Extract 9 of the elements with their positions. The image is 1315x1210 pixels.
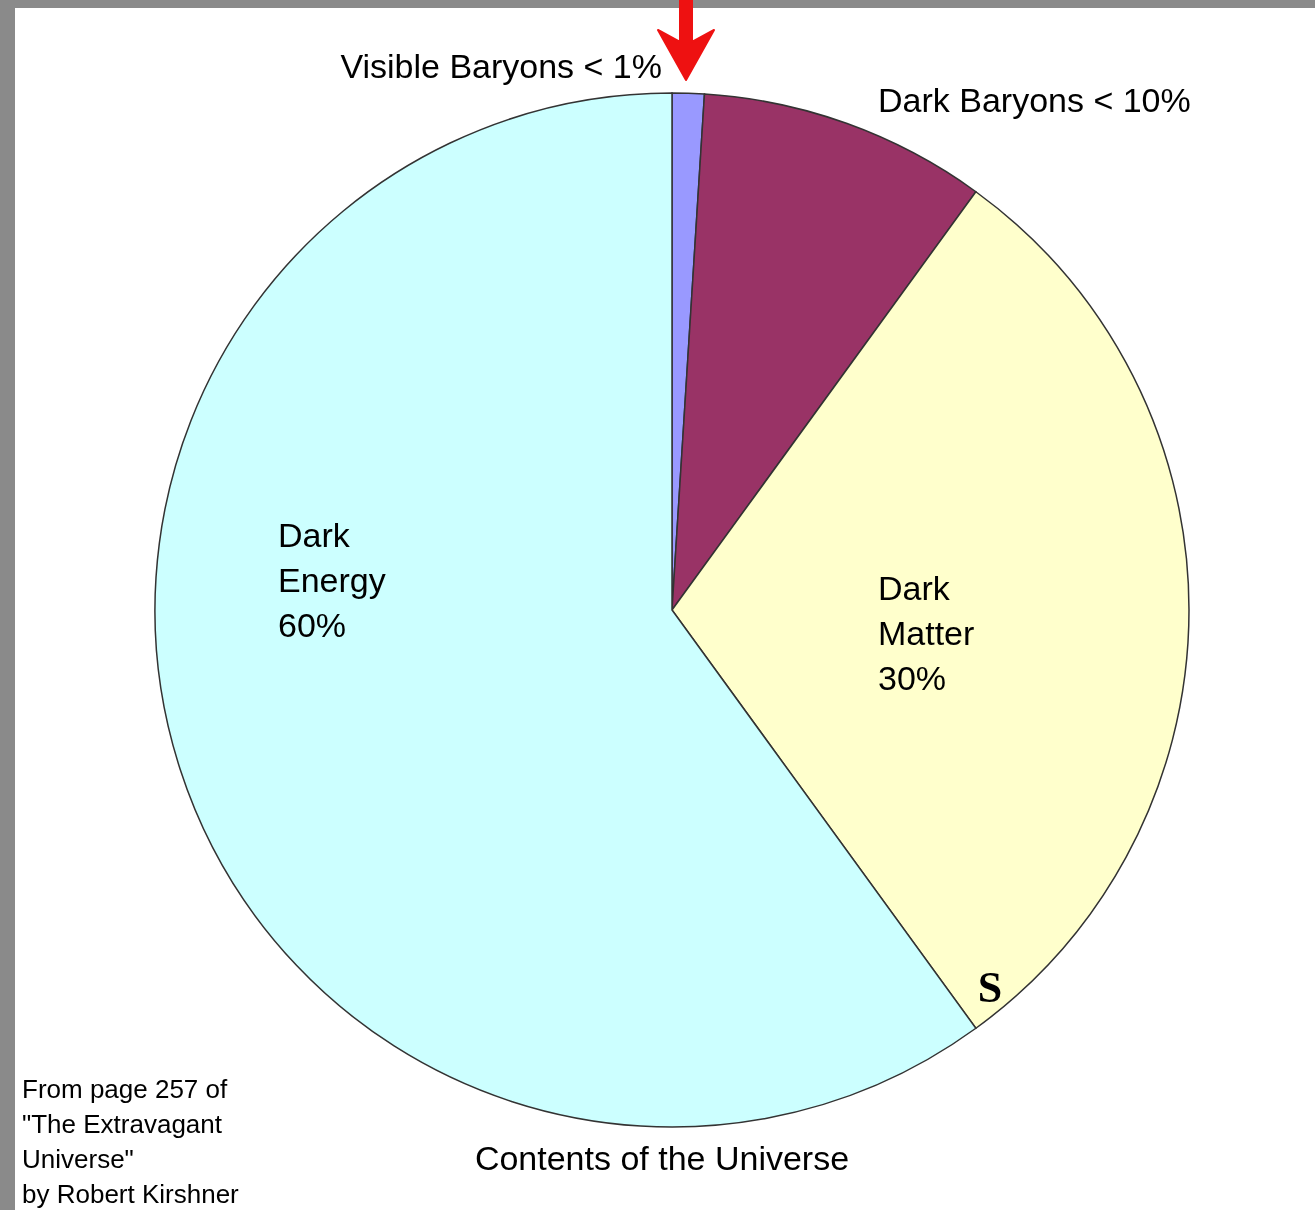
- slice-label: Visible Baryons < 1%: [340, 47, 662, 85]
- slice-label: Dark Baryons < 10%: [878, 81, 1191, 119]
- slice-label: Dark Energy: [278, 516, 386, 599]
- data-label: 60%: [278, 606, 347, 644]
- text: S: [977, 963, 1003, 1012]
- slice-label: Dark Matter: [878, 569, 975, 652]
- data-label: 30%: [878, 659, 947, 697]
- text: From page 257 of "The Extravagant Universe" by Robert Kirshner: [22, 1074, 240, 1209]
- text: Contents of the Universe: [474, 1139, 850, 1177]
